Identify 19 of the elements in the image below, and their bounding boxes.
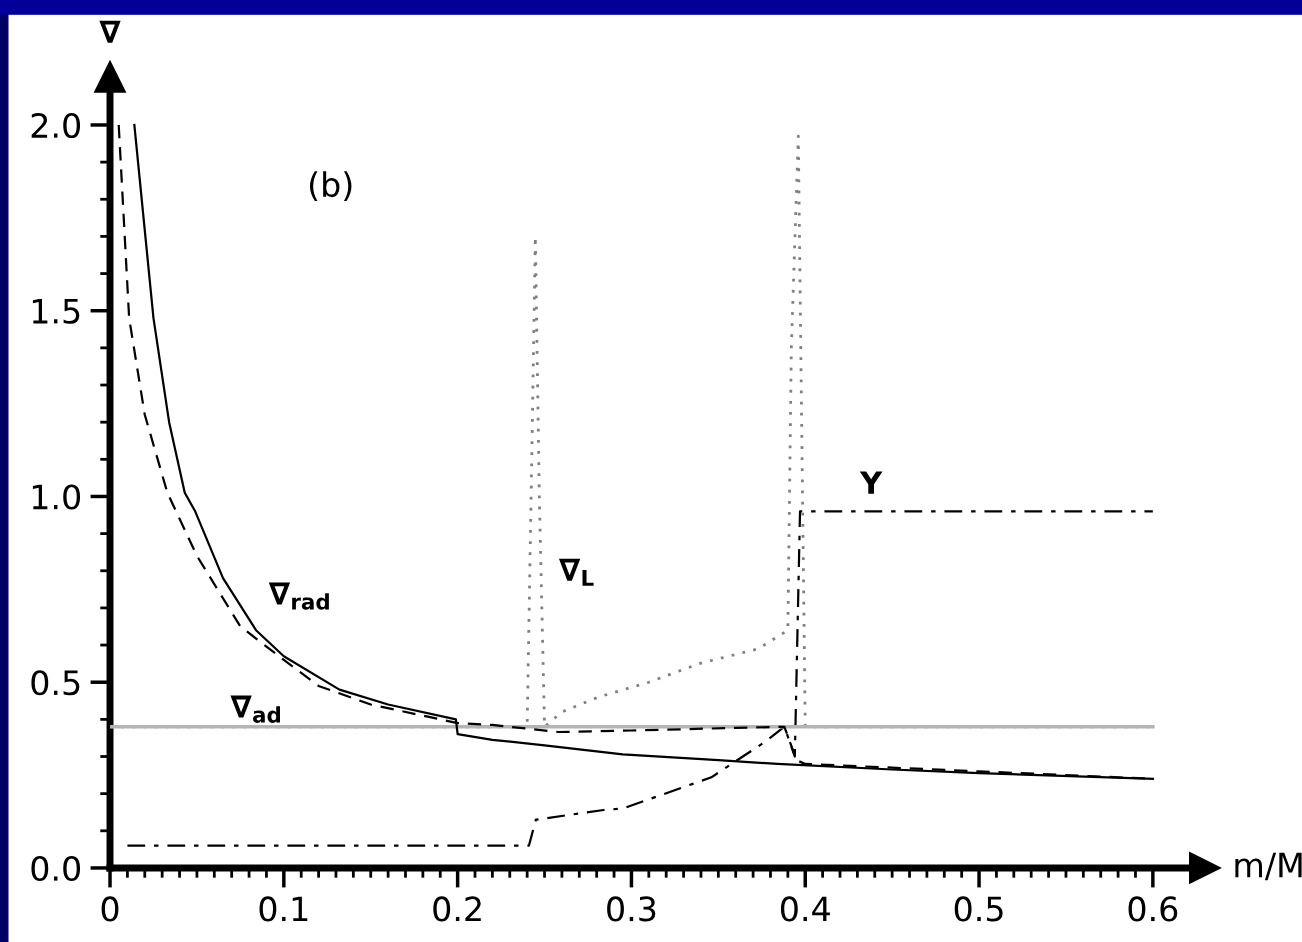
y-tick-label: 1.0 [32, 484, 81, 510]
series-label: Y [859, 471, 883, 494]
series-label: ∇$_{L}$ [558, 558, 594, 586]
y-tick-label: 0.5 [31, 670, 80, 696]
y-tick-label: 1.5 [32, 299, 80, 324]
series-label: ∇$_{rad}$ [268, 582, 329, 610]
y-axis-title: ∇ [99, 20, 121, 43]
x-tick-label: 0.5 [954, 896, 1003, 922]
x-tick-label: 0.1 [259, 896, 308, 922]
x-tick-label: 0 [101, 896, 119, 922]
x-axis-title: m/M [1235, 852, 1302, 881]
x-tick-label: 0.2 [433, 896, 481, 922]
y-tick-label: 2.0 [31, 112, 81, 139]
x-tick-label: 0.4 [780, 896, 830, 922]
x-tick-label: 0.6 [1128, 896, 1178, 922]
x-tick-label: 0.3 [607, 896, 656, 922]
annotation: (b) [309, 171, 352, 202]
series-label: ∇$_{ad}$ [230, 695, 280, 723]
y-tick-label: 0.0 [31, 855, 81, 882]
